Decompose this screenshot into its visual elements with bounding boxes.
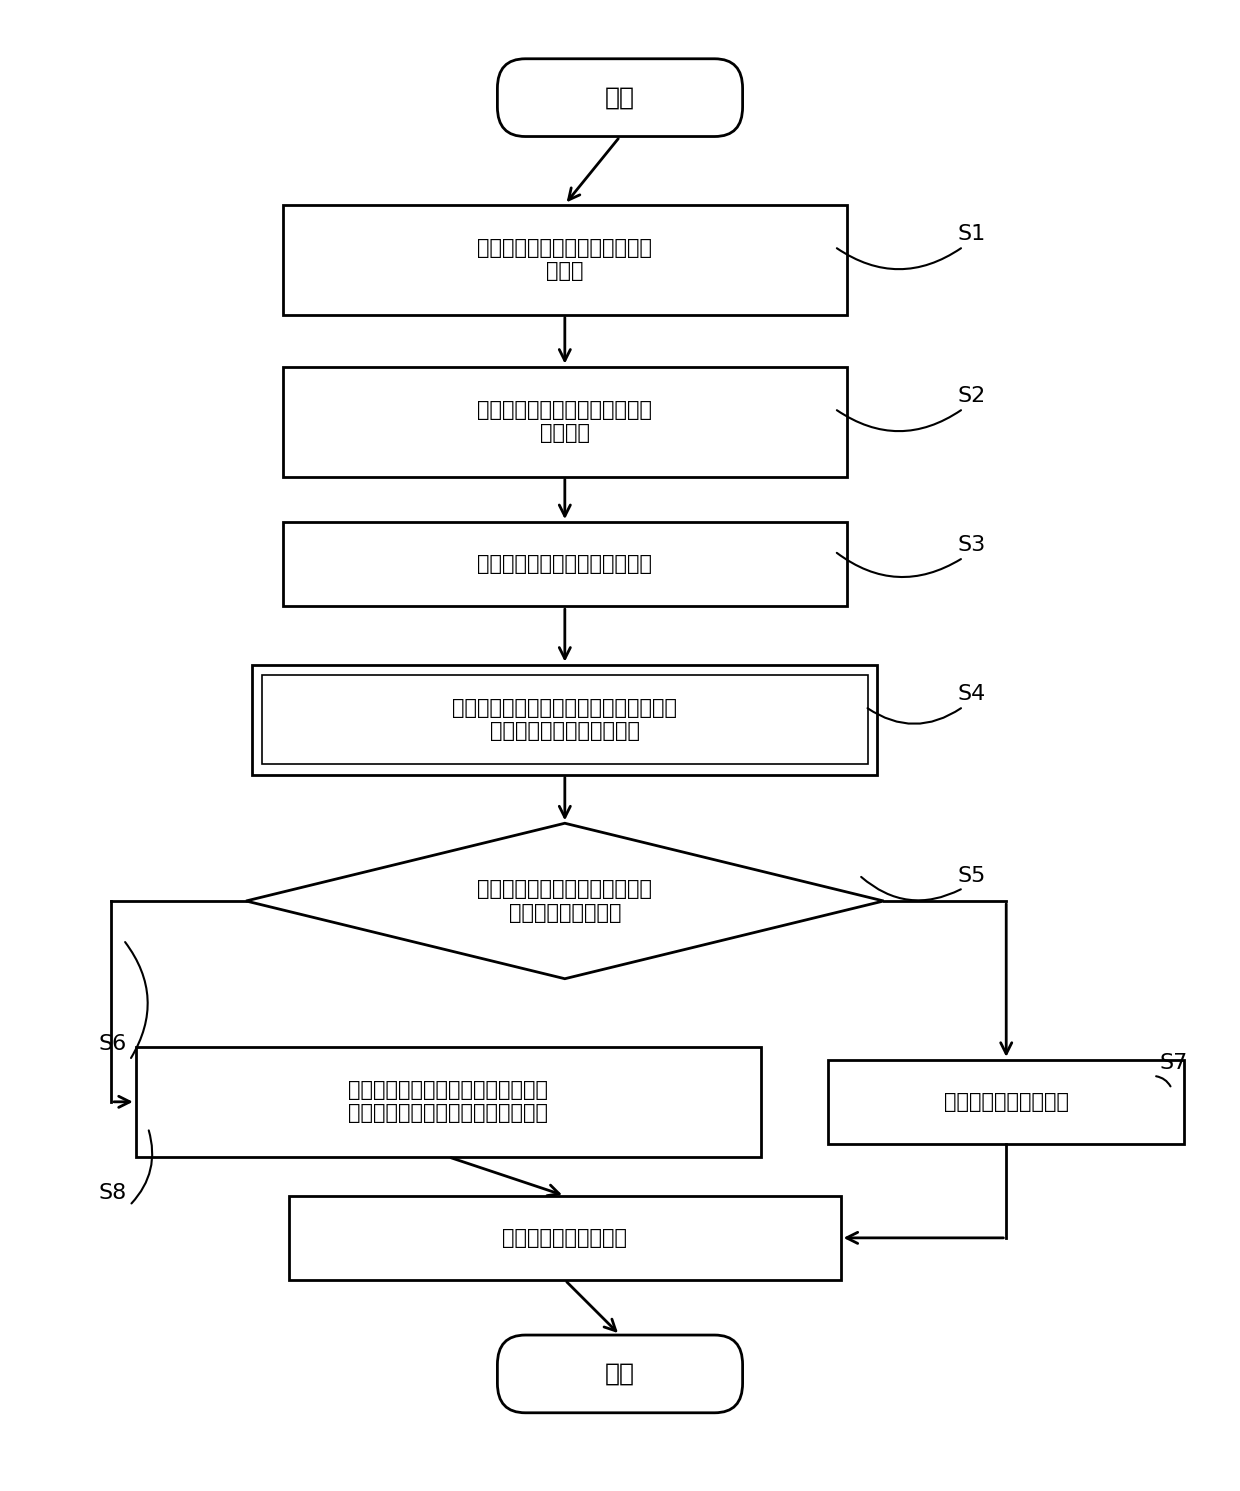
Text: S4: S4 <box>957 684 986 704</box>
Text: S3: S3 <box>957 535 986 555</box>
Text: S5: S5 <box>957 866 986 886</box>
Bar <box>283 522 847 607</box>
FancyBboxPatch shape <box>497 1334 743 1413</box>
Text: S2: S2 <box>957 386 986 406</box>
Bar <box>135 1047 761 1157</box>
Bar <box>252 665 878 775</box>
Text: 结束: 结束 <box>605 1361 635 1387</box>
Text: 开始: 开始 <box>605 85 635 110</box>
Text: 根据重新计算结果执行: 根据重新计算结果执行 <box>502 1229 627 1248</box>
Bar <box>262 675 868 765</box>
Bar <box>289 1196 841 1279</box>
Text: S8: S8 <box>99 1182 128 1203</box>
Text: 获取电力潮流数据和灵敏度数据: 获取电力潮流数据和灵敏度数据 <box>477 555 652 574</box>
Bar <box>828 1060 1184 1144</box>
Text: S6: S6 <box>99 1033 128 1054</box>
Text: 根据首次计算结果执行: 根据首次计算结果执行 <box>944 1091 1069 1112</box>
Text: 获取所有车辆的次日充放电时间
段数据: 获取所有车辆的次日充放电时间 段数据 <box>477 239 652 282</box>
Text: S7: S7 <box>1159 1054 1188 1074</box>
Text: 实际充放电时间段数据与次日充
放电时间段数据匹配: 实际充放电时间段数据与次日充 放电时间段数据匹配 <box>477 880 652 923</box>
Text: 根据灵敏度数据采用内点法计算次日每个
时隙每台车辆的充放电功率: 根据灵敏度数据采用内点法计算次日每个 时隙每台车辆的充放电功率 <box>453 698 677 741</box>
Text: S1: S1 <box>957 224 986 245</box>
Text: 次日时间离散为多个时隙并生成
时间集合: 次日时间离散为多个时隙并生成 时间集合 <box>477 400 652 443</box>
Bar <box>283 204 847 315</box>
FancyBboxPatch shape <box>497 58 743 137</box>
Text: 根据实际充放电时间段数据重新计算
后续每个时隙每台车辆的充放电功率: 根据实际充放电时间段数据重新计算 后续每个时隙每台车辆的充放电功率 <box>348 1079 548 1123</box>
Polygon shape <box>246 823 884 978</box>
Bar <box>283 367 847 477</box>
